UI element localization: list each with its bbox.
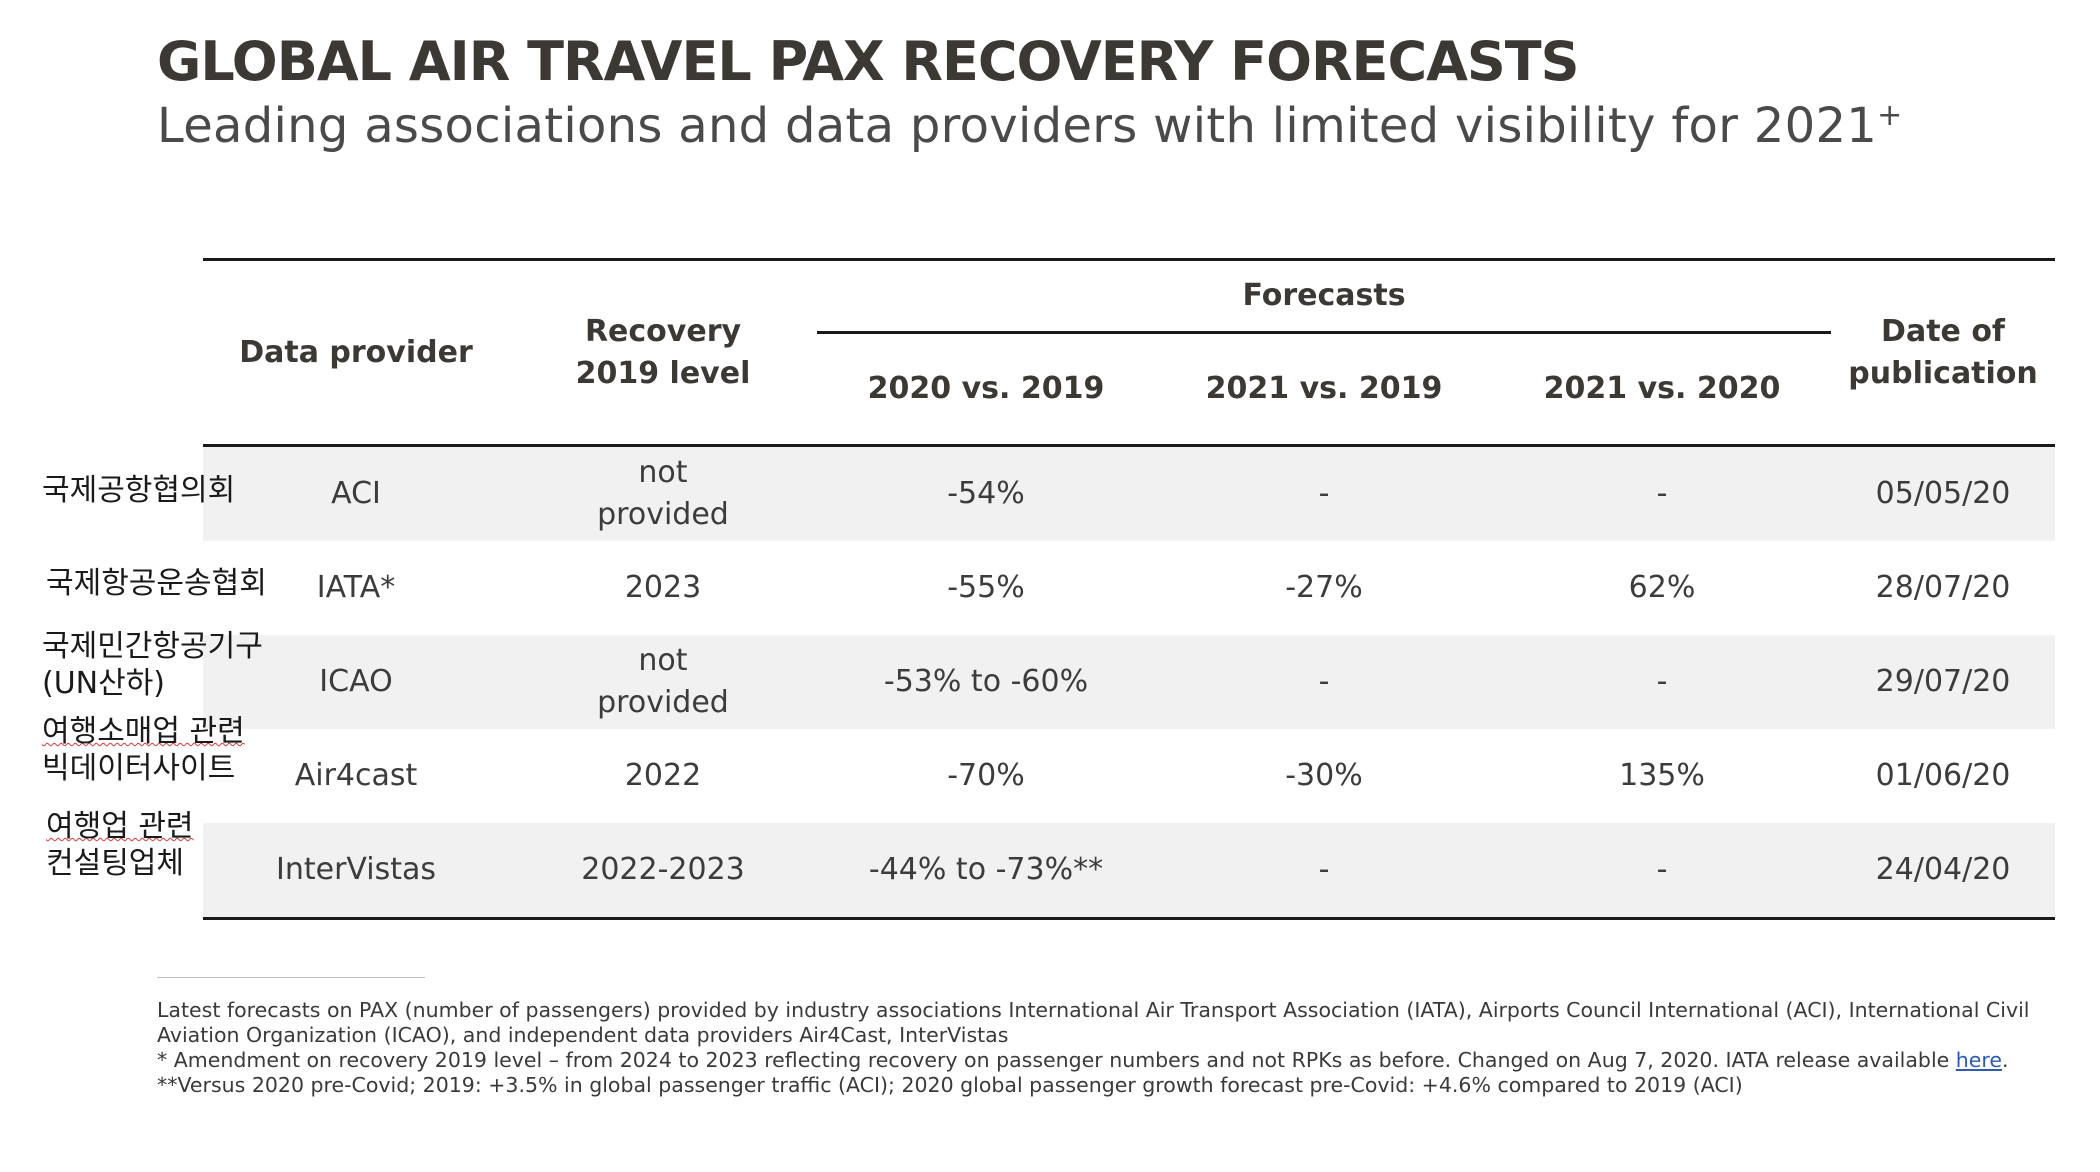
footnote-line: Latest forecasts on PAX (number of passe… bbox=[157, 998, 2030, 1022]
cell-recovery-line2: provided bbox=[597, 497, 729, 532]
cell-recovery-line1: not bbox=[638, 643, 688, 678]
cell-provider: InterVistas bbox=[203, 823, 509, 920]
cell-recovery: not provided bbox=[509, 445, 817, 541]
header-data-provider: Data provider bbox=[203, 258, 509, 447]
header-date-line1: Date of bbox=[1881, 313, 2005, 349]
cell-date: 28/07/20 bbox=[1875, 570, 2011, 605]
cell-2020-vs-2019: -55% bbox=[947, 570, 1025, 605]
header-recovery-line1: Recovery bbox=[584, 313, 742, 349]
subtitle-plus: + bbox=[1877, 98, 1903, 133]
cell-2021-vs-2019: - bbox=[1155, 635, 1493, 729]
cell-recovery: 2022-2023 bbox=[509, 823, 817, 920]
header-2021-vs-2020: 2021 vs. 2020 bbox=[1493, 332, 1832, 447]
footnote-iata-amendment: * Amendment on recovery 2019 level – fro… bbox=[157, 1048, 2087, 1073]
header-forecasts: Forecasts bbox=[817, 258, 1832, 334]
cell-date: 01/06/20 bbox=[1875, 758, 2011, 793]
korean-annotation-line: 여행소매업 관련 bbox=[42, 714, 245, 749]
cell-provider: ICAO bbox=[203, 635, 509, 729]
cell-2021-vs-2020: 135% bbox=[1619, 758, 1705, 793]
iata-release-link[interactable]: here bbox=[1955, 1048, 2002, 1072]
cell-recovery: not provided bbox=[509, 635, 817, 729]
cell-2020-vs-2019: -44% to -73%** bbox=[817, 823, 1155, 920]
footnote-period: . bbox=[2001, 1048, 2009, 1072]
footnote-divider bbox=[157, 977, 425, 978]
cell-recovery-line2: provided bbox=[597, 685, 729, 720]
cell-2020-vs-2019: -54% bbox=[817, 445, 1155, 541]
cell-recovery-line1: not bbox=[638, 455, 688, 490]
cell-date: 05/05/20 bbox=[1831, 445, 2056, 541]
cell-2021-vs-2019: - bbox=[1155, 823, 1493, 920]
forecast-table: Data provider Recovery 2019 level Foreca… bbox=[203, 258, 2056, 920]
subtitle-text: Leading associations and data providers … bbox=[157, 98, 1878, 154]
cell-2020-vs-2019: -70% bbox=[947, 758, 1025, 793]
table-row-icao: ICAO not provided -53% to -60% - - 29/07/… bbox=[203, 635, 2056, 729]
korean-annotation-line: 국제항공운송협회 bbox=[46, 566, 267, 601]
header-2020-vs-2019: 2020 vs. 2019 bbox=[817, 332, 1155, 447]
header-recovery: Recovery 2019 level bbox=[509, 258, 817, 447]
cell-recovery: 2022 bbox=[624, 758, 702, 793]
cell-date: 24/04/20 bbox=[1831, 823, 2056, 920]
cell-2021-vs-2020: 62% bbox=[1628, 570, 1696, 605]
cell-2021-vs-2019: -30% bbox=[1285, 758, 1363, 793]
table-row-intervistas: InterVistas 2022-2023 -44% to -73%** - -… bbox=[203, 823, 2056, 920]
page-title: GLOBAL AIR TRAVEL PAX RECOVERY FORECASTS bbox=[157, 30, 1579, 93]
footnote-line: Aviation Organization (ICAO), and indepe… bbox=[157, 1023, 1009, 1047]
header-recovery-line2: 2019 level bbox=[575, 355, 751, 391]
header-date: Date of publication bbox=[1831, 258, 2056, 447]
korean-annotation-aci: 국제공항협의회 bbox=[42, 472, 235, 509]
footnote-line: **Versus 2020 pre-Covid; 2019: +3.5% in … bbox=[157, 1073, 1743, 1097]
header-date-line2: publication bbox=[1848, 355, 2038, 391]
footnote-text: * Amendment on recovery 2019 level – fro… bbox=[157, 1048, 1950, 1072]
cell-2021-vs-2019: - bbox=[1155, 445, 1493, 541]
page-subtitle: Leading associations and data providers … bbox=[157, 98, 1903, 154]
korean-annotation-line: 국제민간항공기구 bbox=[42, 629, 263, 664]
cell-provider: ACI bbox=[203, 445, 509, 541]
cell-2020-vs-2019: -53% to -60% bbox=[817, 635, 1155, 729]
cell-recovery: 2023 bbox=[624, 570, 702, 605]
korean-annotation-line: (UN산하) bbox=[42, 666, 166, 701]
cell-provider: IATA* bbox=[316, 570, 396, 605]
cell-date: 29/07/20 bbox=[1831, 635, 2056, 729]
korean-annotation-icao: 국제민간항공기구 (UN산하) bbox=[42, 628, 263, 702]
korean-annotation-line: 여행업 관련 bbox=[46, 809, 194, 844]
korean-annotation-air4cast: 여행소매업 관련 빅데이터사이트 bbox=[42, 713, 245, 787]
cell-provider: Air4cast bbox=[294, 758, 418, 793]
cell-2021-vs-2020: - bbox=[1493, 823, 1832, 920]
cell-2021-vs-2019: -27% bbox=[1285, 570, 1363, 605]
korean-annotation-iata: 국제항공운송협회 bbox=[46, 565, 267, 602]
cell-2021-vs-2020: - bbox=[1493, 445, 1832, 541]
table-row-air4cast: Air4cast 2022 -70% -30% 135% 01/06/20 bbox=[203, 729, 2055, 823]
table-row-iata: IATA* 2023 -55% -27% 62% 28/07/20 bbox=[203, 541, 2055, 635]
korean-annotation-line: 국제공항협의회 bbox=[42, 473, 236, 508]
cell-2021-vs-2020: - bbox=[1493, 635, 1832, 729]
header-2021-vs-2019: 2021 vs. 2019 bbox=[1155, 332, 1493, 447]
korean-annotation-line: 빅데이터사이트 bbox=[42, 751, 236, 786]
korean-annotation-intervistas: 여행업 관련 컨설팅업체 bbox=[46, 808, 194, 882]
korean-annotation-line: 컨설팅업체 bbox=[46, 846, 184, 881]
table-row-aci: ACI not provided -54% - - 05/05/20 bbox=[203, 445, 2056, 541]
footnotes: Latest forecasts on PAX (number of passe… bbox=[157, 998, 2087, 1098]
